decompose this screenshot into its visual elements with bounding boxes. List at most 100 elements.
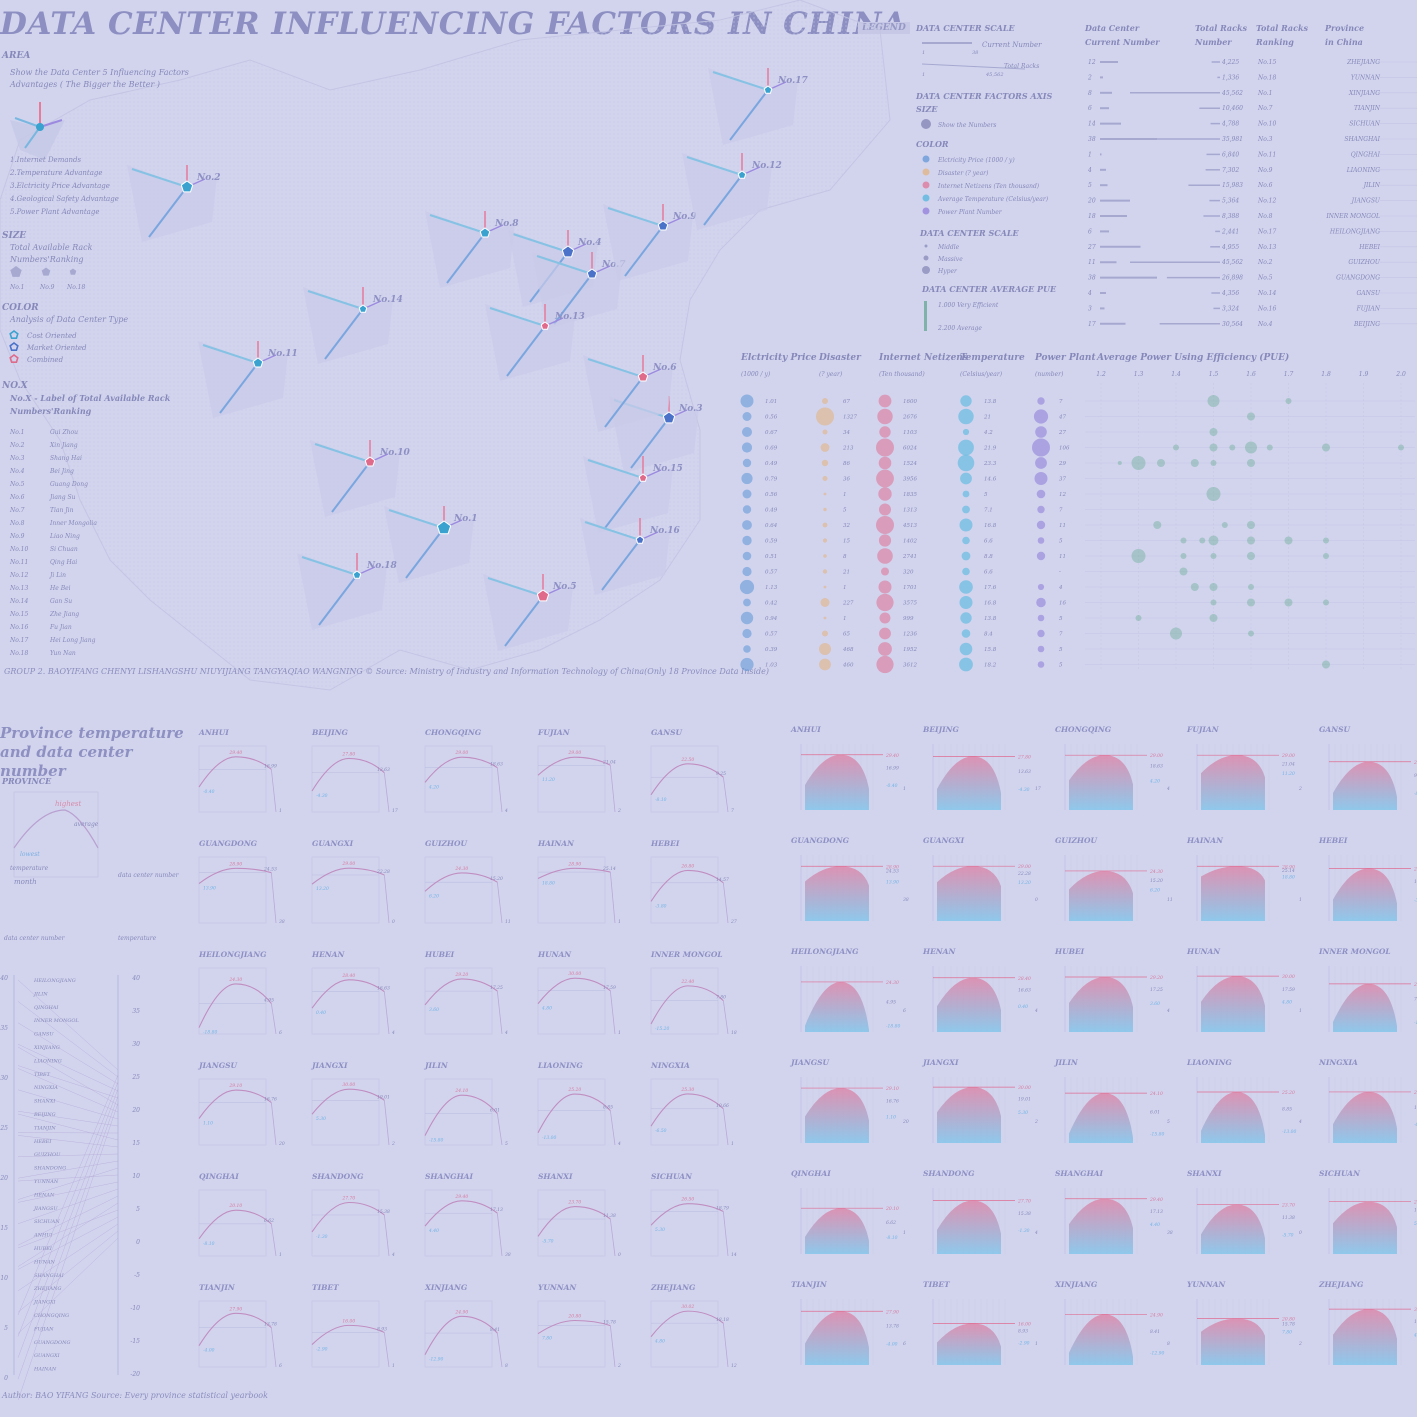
rack-number: 35,981 bbox=[1222, 136, 1243, 143]
factor-bubble-temp bbox=[959, 657, 973, 672]
scale-label: Total Racks bbox=[1004, 63, 1039, 70]
high-value: 27.70 bbox=[341, 1195, 355, 1201]
panel-frame bbox=[537, 1189, 606, 1257]
marker-label: No.1 bbox=[453, 514, 477, 524]
low-value: 13.20 bbox=[316, 886, 329, 892]
pue-tick: 1.6 bbox=[1246, 371, 1256, 378]
marker-area bbox=[583, 456, 673, 533]
factor-bubble-temp bbox=[960, 395, 972, 407]
line-chart-panel: GUIZHOU 24.30 15.20 6.20 11 bbox=[424, 839, 511, 925]
marker-spoke-temp bbox=[712, 71, 769, 91]
factor-value-pp: 5 bbox=[1059, 616, 1063, 622]
panel-title: INNER MONGOL bbox=[1318, 947, 1391, 956]
pue-bubble bbox=[1284, 598, 1293, 607]
panel-title: GUANGXI bbox=[923, 836, 965, 845]
rack-ranking: No.12 bbox=[1257, 198, 1276, 205]
line-chart-panel: HEILONGJIANG 24.30 4.95 -18.80 6 bbox=[198, 950, 282, 1036]
dc-value: 7 bbox=[731, 808, 734, 814]
factor-bubble-temp bbox=[960, 612, 972, 624]
factor-value-net: 1313 bbox=[903, 508, 917, 514]
province-legend-axis: PROVINCE highest average lowest temperature m… bbox=[0, 776, 180, 1400]
low-value: -8.10 bbox=[655, 797, 667, 803]
factor-value-temp: 21.9 bbox=[983, 446, 997, 452]
province-name: ZHEJIANG bbox=[1346, 59, 1380, 66]
rank-province: Bei Jing bbox=[49, 468, 74, 475]
line-chart-panel: CHONGQING 29.00 18.63 4.20 4 bbox=[424, 728, 508, 814]
footer: Author: BAO YIFANG Source: Every provinc… bbox=[2, 1391, 268, 1400]
factor-value-elec: 0.67 bbox=[765, 430, 778, 436]
marker-spoke-temp bbox=[686, 156, 743, 176]
low-value: -1.30 bbox=[1018, 1228, 1030, 1234]
avg-value: 13.78 bbox=[886, 1324, 899, 1330]
panel-frame bbox=[424, 1189, 493, 1257]
line-chart-panel: INNER MONGOL 22.40 7.80 -15.20 18 bbox=[650, 950, 737, 1036]
marker-spoke-temp bbox=[584, 521, 641, 541]
temp-curve bbox=[311, 1201, 385, 1233]
panel-title: HUNAN bbox=[537, 950, 572, 959]
size-desc: Show the Numbers bbox=[938, 122, 997, 129]
avg-value: 8.41 bbox=[1150, 1329, 1160, 1335]
map-marker: No.11 bbox=[198, 341, 298, 418]
avg-value: 6.62 bbox=[886, 1220, 896, 1226]
dc-value: 1 bbox=[903, 1230, 906, 1236]
temp-curve bbox=[537, 1319, 611, 1335]
line-chart-panel: HUBEI 29.20 17.25 3.60 4 bbox=[424, 950, 508, 1036]
factor-bubble-dis bbox=[819, 643, 831, 655]
marker-spoke-price bbox=[324, 308, 364, 360]
factor-value-elec: 0.49 bbox=[765, 508, 778, 514]
dc-count: 6 bbox=[1088, 105, 1092, 112]
dc-value: 4 bbox=[391, 1030, 395, 1036]
dc-value: 4 bbox=[1034, 1008, 1038, 1014]
temp-curve bbox=[424, 756, 498, 783]
rack-ranking: No.4 bbox=[1257, 321, 1273, 328]
parallel-line bbox=[17, 1216, 119, 1270]
right-tick: 5 bbox=[136, 1206, 140, 1213]
factor-value-temp: 4.2 bbox=[983, 430, 993, 436]
type-marker bbox=[9, 330, 19, 340]
dc-link bbox=[270, 1327, 277, 1368]
area-chart-panel: JIANGXI 30.00 19.01 5.30 2 bbox=[921, 1058, 1038, 1143]
line-chart-panel: TIANJIN 27.90 13.78 -4.00 6 bbox=[198, 1283, 282, 1369]
dc-count: 12 bbox=[1088, 59, 1096, 66]
panel-frame bbox=[198, 1300, 267, 1368]
line-chart-panel: JIANGXI 30.00 19.01 5.30 2 bbox=[310, 1061, 395, 1147]
rank-province: Ji Lin bbox=[48, 572, 66, 579]
rank-no: No.10 bbox=[9, 546, 28, 553]
low-value: 11.20 bbox=[1282, 771, 1295, 777]
panel-title: ZHEJIANG bbox=[650, 1283, 696, 1292]
high-value: 27.70 bbox=[1017, 1198, 1031, 1204]
temp-curve bbox=[537, 977, 611, 1005]
rack-number: 4,225 bbox=[1221, 59, 1239, 66]
temp-area bbox=[805, 866, 869, 921]
avg-value: 15.78 bbox=[1282, 1322, 1295, 1328]
rank-no: No.17 bbox=[9, 637, 28, 644]
avg-value: 14.57 bbox=[1414, 879, 1417, 885]
dc-count: 38 bbox=[1088, 136, 1096, 143]
factor-bubble-dis bbox=[819, 658, 831, 671]
factor-bubble-elec bbox=[741, 472, 753, 485]
avg-value: 7.80 bbox=[1414, 997, 1417, 1003]
factor-bubble-net bbox=[878, 642, 892, 656]
province-name: BEIJING bbox=[1353, 321, 1380, 328]
factor-glyph-example bbox=[10, 102, 65, 160]
area-chart-panel: ANHUI 29.40 16.99 -0.40 1 bbox=[790, 725, 906, 810]
panel-title: HEILONGJIANG bbox=[790, 947, 859, 956]
rank-no: No.14 bbox=[9, 598, 28, 605]
table-row: 17 30,564 No.4 BEIJING bbox=[1088, 321, 1417, 328]
right-tick: 10 bbox=[132, 1173, 140, 1180]
high-value: 27.90 bbox=[885, 1309, 899, 1315]
high-value: 20.80 bbox=[1281, 1316, 1295, 1322]
panel-title: YUNNAN bbox=[538, 1283, 577, 1292]
avg-value: 25.14 bbox=[602, 866, 616, 872]
factor-bubble-elec bbox=[742, 551, 752, 561]
rank-no: No.15 bbox=[9, 611, 28, 618]
marker-pentagon bbox=[540, 321, 550, 330]
marker-area bbox=[708, 68, 798, 145]
parallel-line bbox=[17, 1001, 119, 1078]
parallel-line bbox=[17, 1068, 119, 1113]
avg-value: 16.63 bbox=[1018, 988, 1031, 994]
factor-value-pp: 5 bbox=[1059, 539, 1063, 545]
temp-curve bbox=[198, 1089, 272, 1119]
factor-value-dis: 227 bbox=[842, 601, 854, 607]
